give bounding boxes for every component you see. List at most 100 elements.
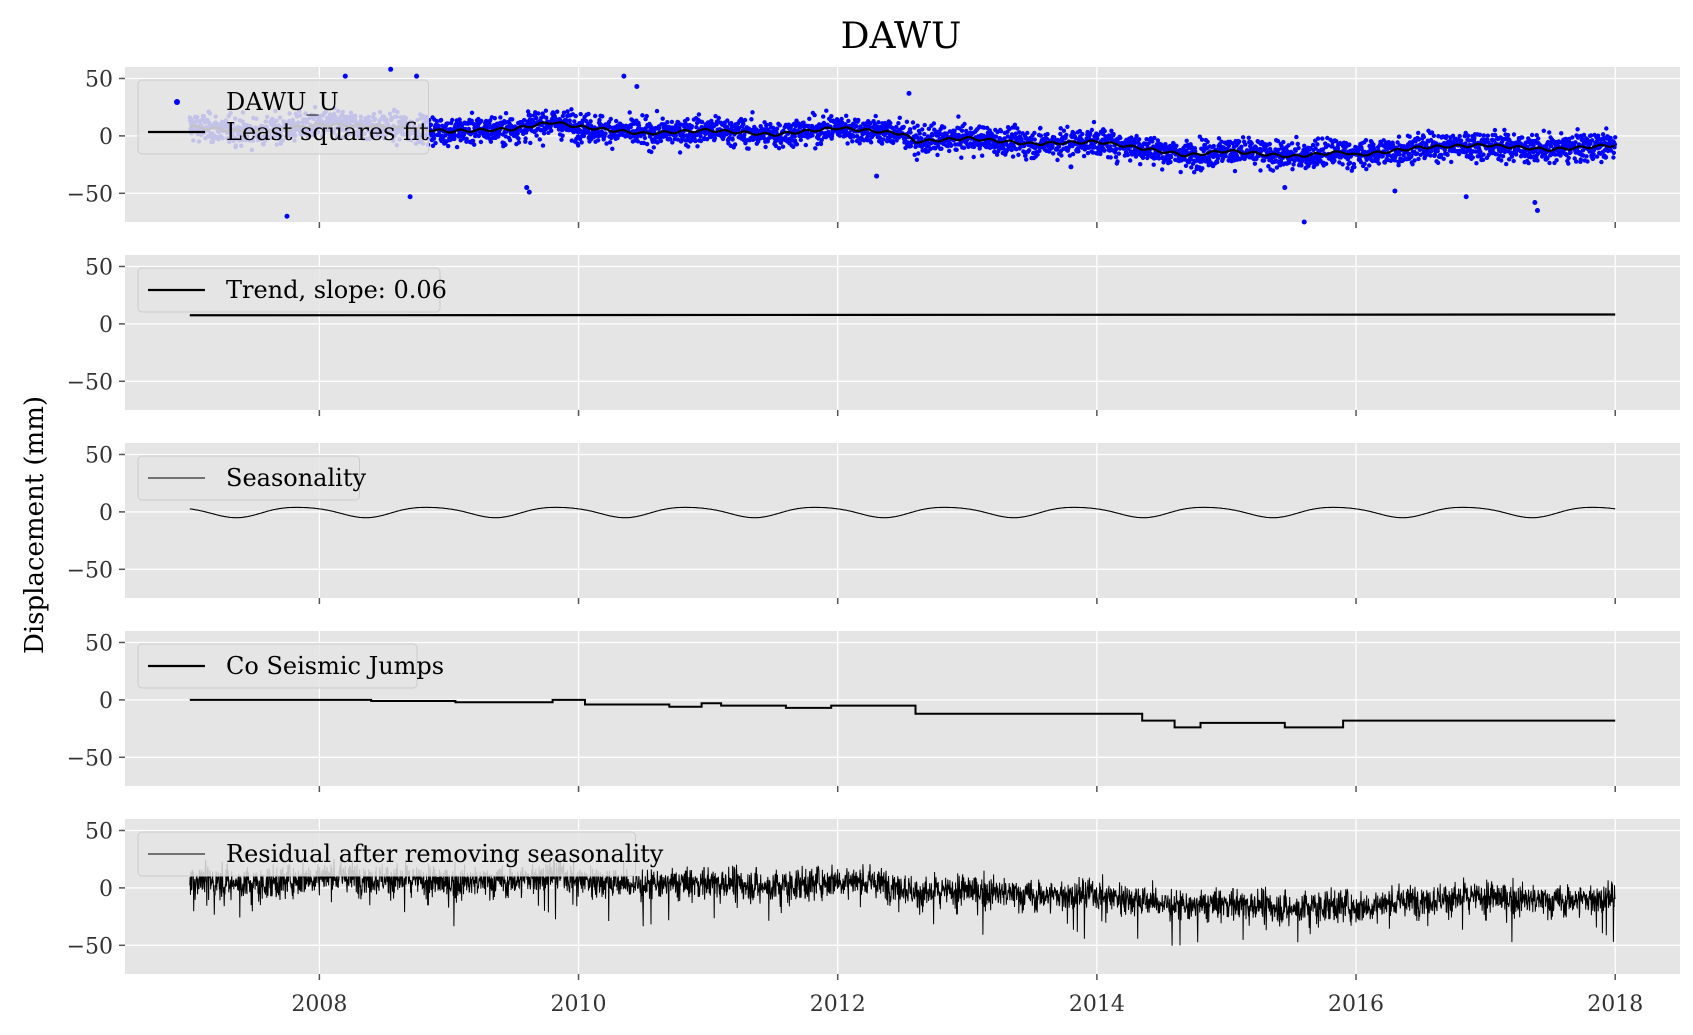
panel-co-seismic-jumps: 50 0 −50 Co Seismic Jumps — [67, 631, 1680, 792]
data-point — [1449, 159, 1454, 165]
data-point — [713, 114, 718, 119]
data-point — [479, 118, 484, 124]
data-point — [534, 115, 539, 121]
data-point — [534, 133, 539, 138]
data-point — [824, 108, 829, 113]
data-point — [469, 110, 475, 116]
data-point — [1125, 152, 1131, 158]
data-point — [630, 118, 635, 123]
data-point — [1267, 141, 1273, 147]
data-point — [971, 154, 976, 160]
data-point — [1199, 137, 1205, 142]
data-point — [699, 119, 705, 125]
data-point — [874, 124, 880, 129]
data-point — [560, 133, 565, 138]
data-point — [1559, 131, 1564, 136]
data-point — [749, 117, 754, 122]
data-point — [537, 137, 542, 142]
data-point — [1340, 162, 1345, 167]
data-point — [725, 118, 730, 123]
data-point — [1611, 150, 1617, 155]
series-group — [189, 313, 1616, 317]
data-point — [837, 133, 842, 138]
data-point — [966, 144, 971, 149]
data-point — [794, 142, 800, 147]
outlier-point — [1068, 164, 1074, 170]
data-point — [1441, 156, 1446, 161]
data-point — [685, 117, 690, 122]
data-point — [593, 113, 598, 119]
data-point — [488, 139, 494, 144]
data-point — [452, 136, 457, 142]
y-tick-label: 0 — [99, 689, 113, 714]
y-tick-label: 50 — [85, 67, 113, 92]
data-point — [443, 133, 448, 138]
data-point — [948, 143, 954, 148]
data-point — [457, 117, 462, 122]
data-point — [445, 121, 450, 126]
data-point — [1012, 122, 1018, 128]
data-point — [763, 144, 768, 150]
data-point — [497, 131, 502, 136]
data-point — [1205, 139, 1210, 144]
data-point — [588, 123, 594, 128]
data-point — [1547, 160, 1552, 166]
data-point — [858, 125, 863, 130]
data-point — [954, 147, 959, 152]
data-point — [561, 110, 567, 115]
data-point — [742, 117, 748, 123]
data-point — [478, 139, 484, 145]
data-point — [528, 140, 533, 146]
data-point — [912, 152, 917, 157]
data-point — [644, 113, 649, 119]
data-point — [631, 121, 637, 127]
data-point — [1474, 161, 1479, 166]
data-point — [1226, 143, 1232, 148]
data-point — [634, 135, 639, 140]
data-point — [1076, 149, 1081, 154]
data-point — [901, 124, 906, 130]
data-point — [1396, 134, 1402, 139]
outlier-point — [284, 213, 290, 219]
data-point — [1347, 160, 1353, 165]
data-point — [925, 140, 930, 145]
data-point — [660, 116, 665, 121]
data-point — [1038, 133, 1044, 138]
data-point — [1183, 163, 1189, 168]
data-point — [1089, 127, 1095, 133]
data-point — [498, 115, 503, 120]
data-point — [1070, 151, 1076, 157]
data-point — [1243, 142, 1248, 147]
data-point — [1184, 138, 1189, 143]
data-point — [1061, 128, 1067, 133]
data-point — [807, 116, 812, 122]
outlier-point — [621, 73, 627, 79]
data-point — [1599, 159, 1604, 165]
data-point — [603, 131, 608, 136]
data-point — [1477, 132, 1483, 137]
data-point — [851, 134, 857, 139]
data-point — [1055, 157, 1060, 163]
data-point — [600, 114, 605, 119]
data-point — [1151, 162, 1156, 167]
data-point — [1566, 161, 1571, 166]
data-point — [586, 111, 591, 117]
data-point — [716, 115, 721, 121]
data-point — [565, 109, 570, 114]
data-point — [968, 126, 973, 131]
data-point — [1294, 134, 1299, 140]
data-point — [1138, 162, 1143, 167]
data-point — [746, 146, 751, 151]
data-point — [1439, 152, 1444, 158]
data-point — [1575, 127, 1580, 132]
data-point — [486, 132, 491, 137]
data-point — [686, 144, 691, 149]
data-point — [608, 116, 613, 122]
data-point — [560, 113, 566, 119]
data-point — [544, 115, 549, 120]
data-point — [470, 138, 476, 144]
data-point — [971, 144, 977, 150]
data-point — [555, 109, 560, 114]
data-point — [1320, 136, 1325, 141]
